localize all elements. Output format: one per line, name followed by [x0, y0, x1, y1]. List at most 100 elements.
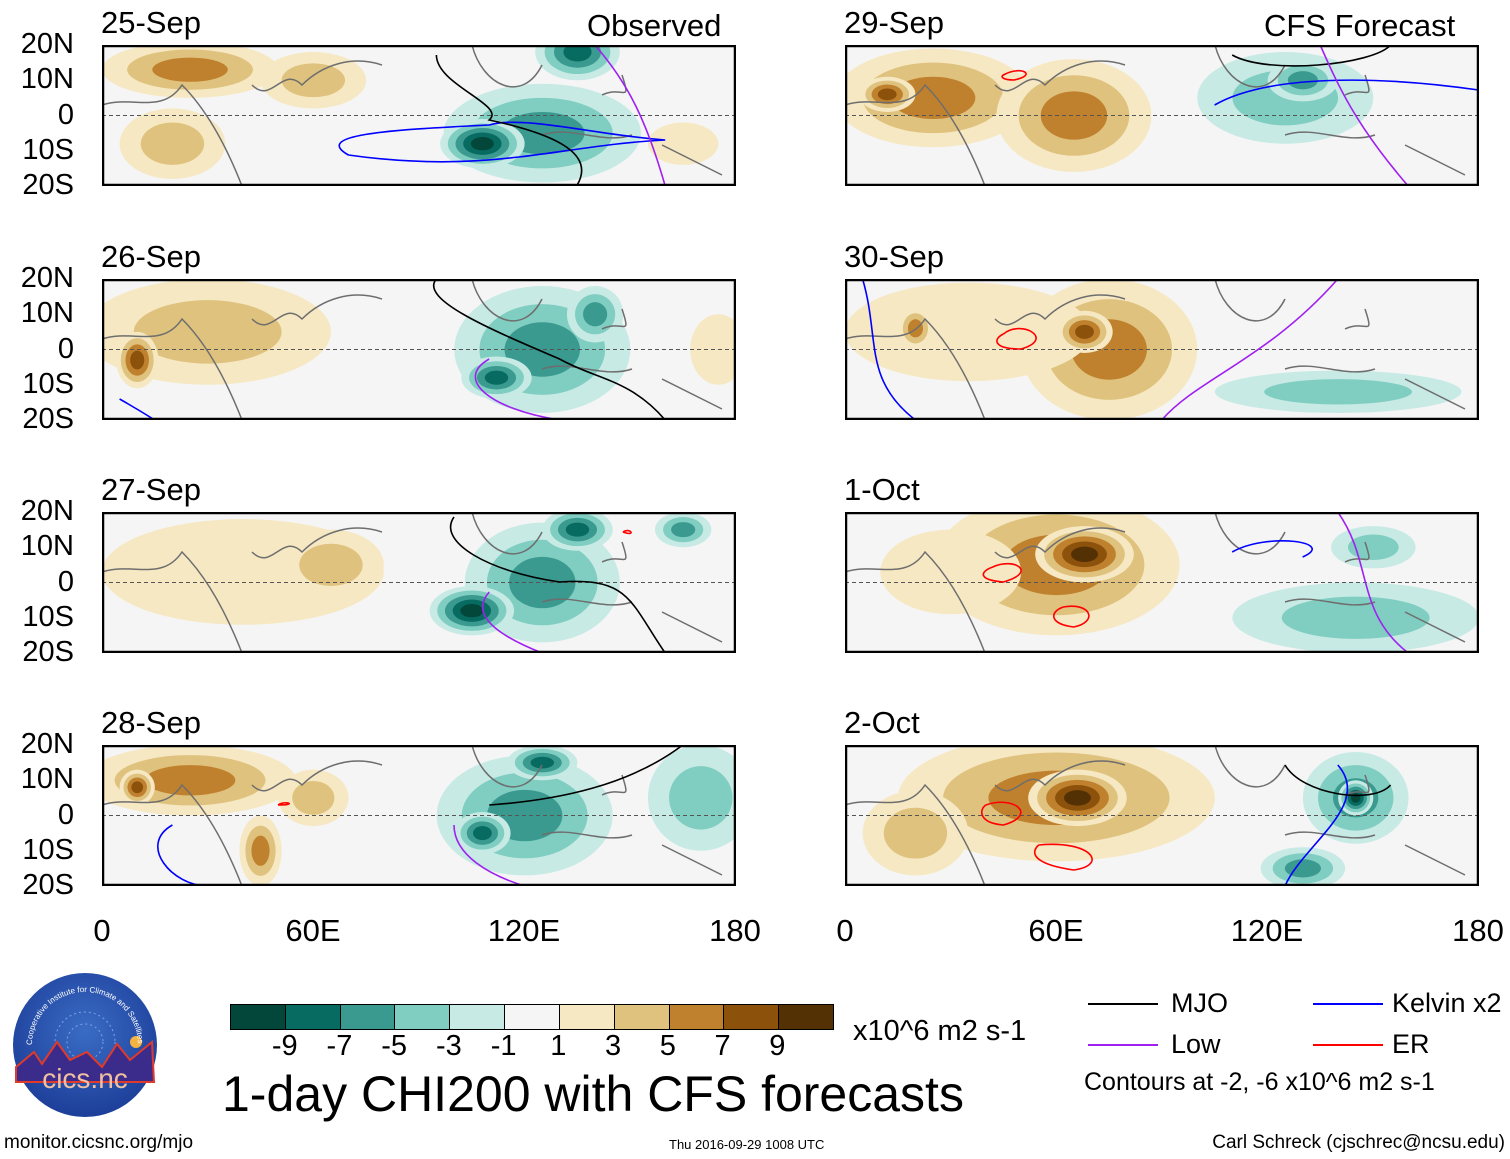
lon-tick-right: 0 — [836, 913, 854, 948]
low-contour — [475, 359, 559, 420]
lat-tick-label: 20N — [20, 262, 74, 294]
panel-frame — [102, 745, 736, 886]
lat-tick-label: 10N — [20, 63, 74, 96]
mjo-contour — [489, 745, 683, 805]
colorbar-swatch — [558, 1005, 614, 1029]
colorbar-swatch — [284, 1005, 340, 1029]
wet-anomaly-region — [1264, 379, 1413, 405]
lat-tick-label: 10N — [20, 530, 74, 563]
wet-anomaly-region — [473, 826, 492, 841]
coastline — [845, 745, 1466, 886]
legend-swatch-kelvin — [1313, 1003, 1383, 1005]
colorbar-swatch — [504, 1005, 559, 1029]
mjo-contour — [436, 55, 581, 185]
lat-tick-label: 0 — [57, 565, 74, 598]
coastline — [102, 512, 723, 653]
kelvin-contour — [1285, 765, 1348, 886]
lat-tick-label: 10N — [20, 297, 74, 330]
legend-label-kelvin: Kelvin x2 — [1392, 988, 1502, 1018]
colorbar-tick-label: -5 — [381, 1030, 408, 1062]
panel-date: 2-Oct — [844, 705, 920, 740]
colorbar-swatch — [231, 1005, 285, 1029]
panel-date: 30-Sep — [844, 239, 944, 274]
lat-tick-label: 10S — [22, 833, 74, 866]
lon-tick-right: 120E — [1230, 913, 1304, 948]
low-contour — [1320, 45, 1408, 186]
lat-tick-label: 0 — [57, 98, 74, 131]
panel-frame — [845, 45, 1479, 186]
wet-anomaly-region — [1284, 859, 1322, 878]
er-contour — [1002, 71, 1026, 80]
dry-anomaly-region — [845, 282, 1092, 382]
wet-anomaly-region — [565, 522, 590, 537]
colorbar-tick-label: 1 — [550, 1030, 567, 1062]
lat-tick-label: 0 — [57, 332, 74, 365]
map-panel — [845, 745, 1479, 886]
colorbar — [230, 1004, 834, 1030]
kelvin-contour — [1215, 80, 1479, 105]
coastline — [845, 45, 1466, 186]
colorbar-tick-label: 5 — [659, 1030, 676, 1062]
coastline — [102, 45, 723, 186]
panel-date: 29-Sep — [844, 5, 944, 40]
panel-date: 25-Sep — [101, 5, 201, 40]
low-contour — [454, 825, 524, 886]
logo-text: cics.nc — [42, 1063, 128, 1094]
dry-anomaly-region — [1040, 91, 1108, 140]
map-panel — [102, 279, 736, 420]
colorbar-swatch — [339, 1005, 395, 1029]
dry-anomaly-region — [880, 529, 1022, 615]
lat-tick-label: 20N — [20, 28, 74, 60]
lat-tick-label: 10N — [20, 763, 74, 796]
kelvin-contour — [339, 122, 665, 162]
wet-anomaly-region — [583, 302, 608, 327]
wet-anomaly-region — [484, 370, 509, 385]
dry-anomaly-region — [299, 543, 363, 587]
colorbar-swatch — [778, 1005, 833, 1029]
dry-anomaly-region — [131, 781, 144, 794]
panel-date: 28-Sep — [101, 705, 201, 740]
wet-anomaly-region — [669, 766, 733, 830]
lat-tick-label: 20S — [22, 403, 74, 435]
lat-tick-label: 0 — [57, 798, 74, 831]
dry-anomaly-region — [144, 765, 236, 796]
lon-tick-left: 180 — [709, 913, 761, 948]
lon-tick-right: 180 — [1452, 913, 1504, 948]
dry-anomaly-region — [1064, 790, 1091, 806]
lon-tick-left: 60E — [285, 913, 341, 948]
legend-swatch-er — [1313, 1044, 1383, 1046]
colorbar-swatch — [449, 1005, 505, 1029]
figure-title: 1-day CHI200 with CFS forecasts — [222, 1066, 964, 1122]
map-panel — [102, 512, 736, 653]
coastline — [102, 745, 723, 886]
dry-anomaly-region — [647, 122, 719, 165]
mjo-contour — [1285, 765, 1391, 795]
er-contour — [997, 329, 1036, 349]
lon-tick-left: 0 — [93, 913, 111, 948]
wet-anomaly-region — [1347, 534, 1399, 560]
mjo-contour — [1232, 45, 1390, 66]
dry-anomaly-region — [133, 300, 282, 364]
panel-frame — [845, 512, 1479, 653]
colorbar-swatch — [394, 1005, 450, 1029]
colorbar-tick-label: -9 — [271, 1030, 298, 1062]
dry-anomaly-region — [883, 807, 948, 859]
dry-anomaly-region — [877, 88, 897, 101]
wet-anomaly-region — [671, 522, 696, 538]
legend-swatch-mjo — [1088, 1003, 1158, 1005]
low-contour — [1162, 279, 1338, 420]
map-panel — [845, 512, 1479, 653]
panel-date: 27-Sep — [101, 472, 201, 507]
low-contour — [595, 45, 665, 186]
dry-anomaly-region — [292, 780, 335, 815]
legend-label-mjo: MJO — [1171, 988, 1228, 1018]
lat-tick-label: 20S — [22, 869, 74, 901]
footer-url[interactable]: monitor.cicsnc.org/mjo — [4, 1132, 194, 1153]
coastline — [845, 512, 1466, 653]
panel-date: 1-Oct — [844, 472, 920, 507]
wet-anomaly-region — [563, 45, 592, 62]
panel-frame — [102, 45, 736, 186]
er-contour — [278, 803, 289, 805]
wet-anomaly-region — [509, 556, 576, 609]
footer-author: Carl Schreck (cjschrec@ncsu.edu) — [1212, 1132, 1505, 1153]
